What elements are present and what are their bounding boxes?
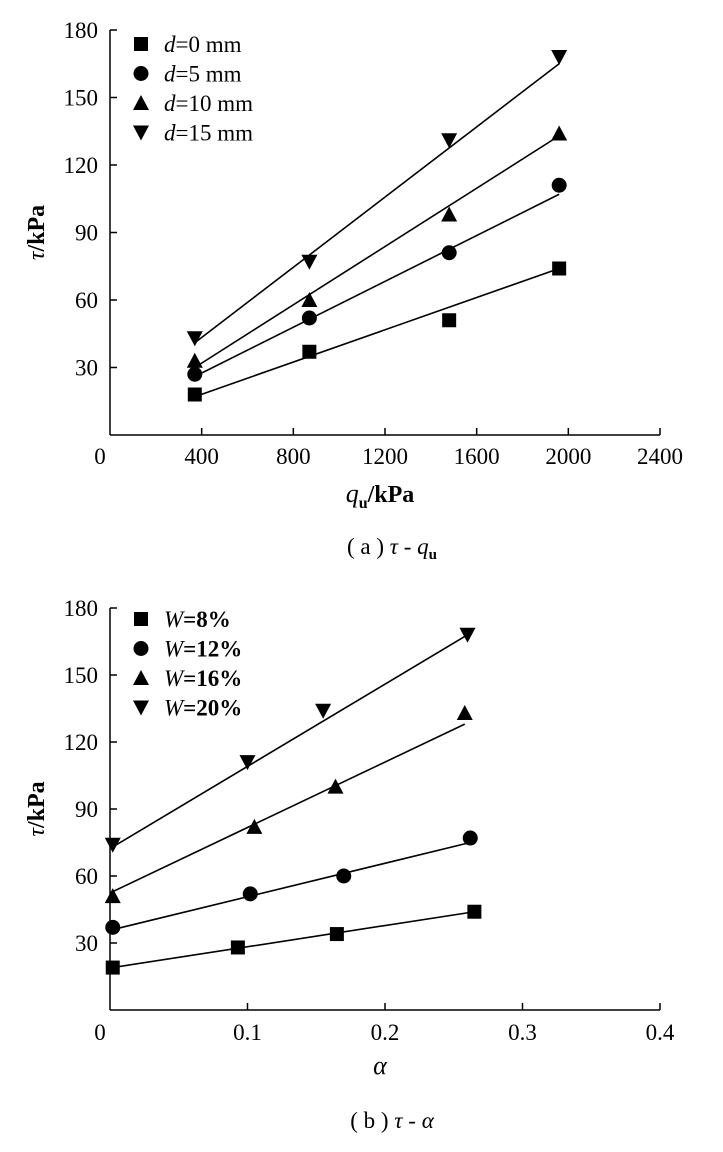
chart-b-x-tick-label: 0.1: [233, 1020, 262, 1045]
chart-a-x-tick-label: 2000: [545, 444, 591, 469]
chart-b-y-tick-label: 120: [64, 730, 99, 755]
chart-b-legend-label: W=8%: [164, 607, 231, 632]
chart-b-series-w-20-point: [104, 837, 121, 853]
chart-b-series-w-20-fit-line: [112, 634, 468, 848]
chart-a-series-d-10mm-point: [301, 292, 318, 307]
chart-b-series-w-8-point: [105, 960, 120, 975]
chart-b-legend-marker: [134, 612, 148, 626]
chart-a-legend-marker: [133, 66, 149, 81]
chart-b-x-tick-label: 0.3: [508, 1020, 537, 1045]
chart-a-y-tick-label: 150: [64, 86, 99, 111]
chart-b-series-w-16-fit-line: [112, 723, 466, 893]
chart-b-series-w-16-point: [104, 888, 121, 904]
chart-b-x-tick-label: 0: [94, 1020, 106, 1045]
chart-b-series-w-20-point: [315, 703, 332, 719]
chart-b-caption: ( b ) τ - α: [350, 1108, 434, 1133]
chart-a-series-d-5mm-point: [551, 177, 567, 193]
chart-a-series-d-15mm-point: [551, 50, 568, 65]
chart-a-series-d-0mm-point: [187, 387, 202, 402]
chart-b-series-w-12-point: [105, 919, 121, 935]
chart-b-y-tick-label: 90: [75, 797, 98, 822]
chart-a-legend-label: d=10 mm: [164, 91, 253, 116]
chart-a-series-d-15mm-point: [301, 254, 318, 270]
chart-b-legend-label: W=12%: [164, 637, 242, 662]
chart-b-series-w-16-point: [327, 778, 344, 794]
chart-a-legend-label: d=5 mm: [164, 62, 242, 87]
chart-b-x-tick-label: 0.2: [371, 1020, 400, 1045]
chart-b-legend-label: W=16%: [164, 666, 242, 691]
chart-a-x-tick-label: 800: [276, 444, 311, 469]
chart-b-series-w-8-fit-line: [112, 910, 475, 969]
chart-a-series-d-5mm-point: [187, 366, 203, 382]
chart-a-y-tick-label: 180: [64, 18, 99, 43]
chart-a-x-axis-label: qu/kPa: [346, 479, 415, 512]
chart-a-x-tick-label: 2400: [637, 444, 683, 469]
chart-b-series-w-8-point: [230, 940, 245, 955]
chart-a-series-d-15mm-point: [441, 133, 458, 149]
chart-a-x-tick-label: 0: [94, 444, 106, 469]
chart-b-y-tick-label: 150: [64, 663, 99, 688]
chart-b-series-w-16-point: [456, 704, 473, 720]
chart-a-y-tick-label: 120: [64, 153, 99, 178]
chart-b-series-w-20-point: [239, 755, 256, 771]
chart-a-legend-marker: [133, 125, 149, 141]
chart-a-x-tick-label: 1600: [454, 444, 500, 469]
chart-a-legend-label: d=15 mm: [164, 121, 253, 146]
chart-b-series-w-12-point: [336, 868, 352, 884]
chart-a-series-d-15mm-fit-line: [194, 63, 560, 344]
chart-a-legend-marker: [134, 37, 148, 51]
chart-a-legend-marker: [133, 95, 149, 110]
chart-b-tau-vs-alpha: 30 60 90 120 150 180 0 0.1 0.2 0.3 0.4 τ/kPa α ( b ) …: [24, 596, 675, 1133]
chart-a-series-d-10mm-point: [551, 125, 568, 141]
chart-a-series-d-10mm-point: [441, 206, 458, 222]
chart-b-series-w-12-point: [462, 830, 478, 846]
chart-b-legend-marker: [133, 641, 149, 656]
chart-b-series-w-8-point: [467, 904, 482, 919]
chart-b-series-w-8-point: [329, 927, 344, 942]
chart-a-series-d-5mm-point: [441, 245, 457, 261]
chart-b-series-w-12-point: [242, 886, 258, 902]
chart-a-series-d-10mm-fit-line: [194, 135, 560, 369]
chart-a-series-d-10mm-point: [186, 352, 203, 368]
chart-b-y-tick-label: 180: [64, 596, 99, 621]
chart-b-y-tick-label: 30: [75, 931, 98, 956]
chart-b-legend-marker: [133, 700, 149, 716]
chart-a-series-d-15mm-point: [186, 331, 203, 347]
chart-a-x-tick-label: 1200: [362, 444, 408, 469]
chart-b-series-w-12-fit-line: [112, 841, 471, 931]
chart-b-legend-marker: [133, 670, 149, 685]
chart-a-caption: ( a ) τ - qu: [347, 534, 437, 563]
chart-b-series-w-16-point: [246, 818, 263, 834]
chart-a-series-d-0mm-point: [442, 313, 457, 328]
chart-a-legend-label: d=0 mm: [164, 32, 242, 57]
chart-a-series-d-5mm-fit-line: [194, 193, 560, 378]
chart-a-series-d-5mm-point: [301, 310, 317, 326]
chart-a-y-tick-label: 30: [75, 356, 98, 381]
chart-b-y-axis-label: τ/kPa: [24, 781, 50, 836]
chart-b-y-tick-label: 60: [75, 864, 98, 889]
chart-b-x-tick-label: 0.4: [646, 1020, 675, 1045]
chart-a-series-d-0mm-point: [552, 261, 567, 276]
chart-b-x-axis-label: α: [373, 1051, 388, 1080]
chart-a-y-axis-label: τ/kPa: [24, 205, 50, 260]
chart-a-y-tick-label: 60: [75, 288, 98, 313]
chart-b-series-w-20-point: [459, 627, 476, 643]
chart-b-legend-label: W=20%: [164, 696, 242, 721]
chart-a-series-d-0mm-fit-line: [194, 267, 560, 398]
chart-a-tau-vs-qu: 30 60 90 120 150 180 0 400 800 1200 1600 2000 2400 τ/…: [24, 18, 683, 563]
chart-a-y-tick-label: 90: [75, 221, 98, 246]
chart-a-series-d-0mm-point: [302, 344, 317, 359]
chart-a-x-tick-label: 400: [184, 444, 219, 469]
